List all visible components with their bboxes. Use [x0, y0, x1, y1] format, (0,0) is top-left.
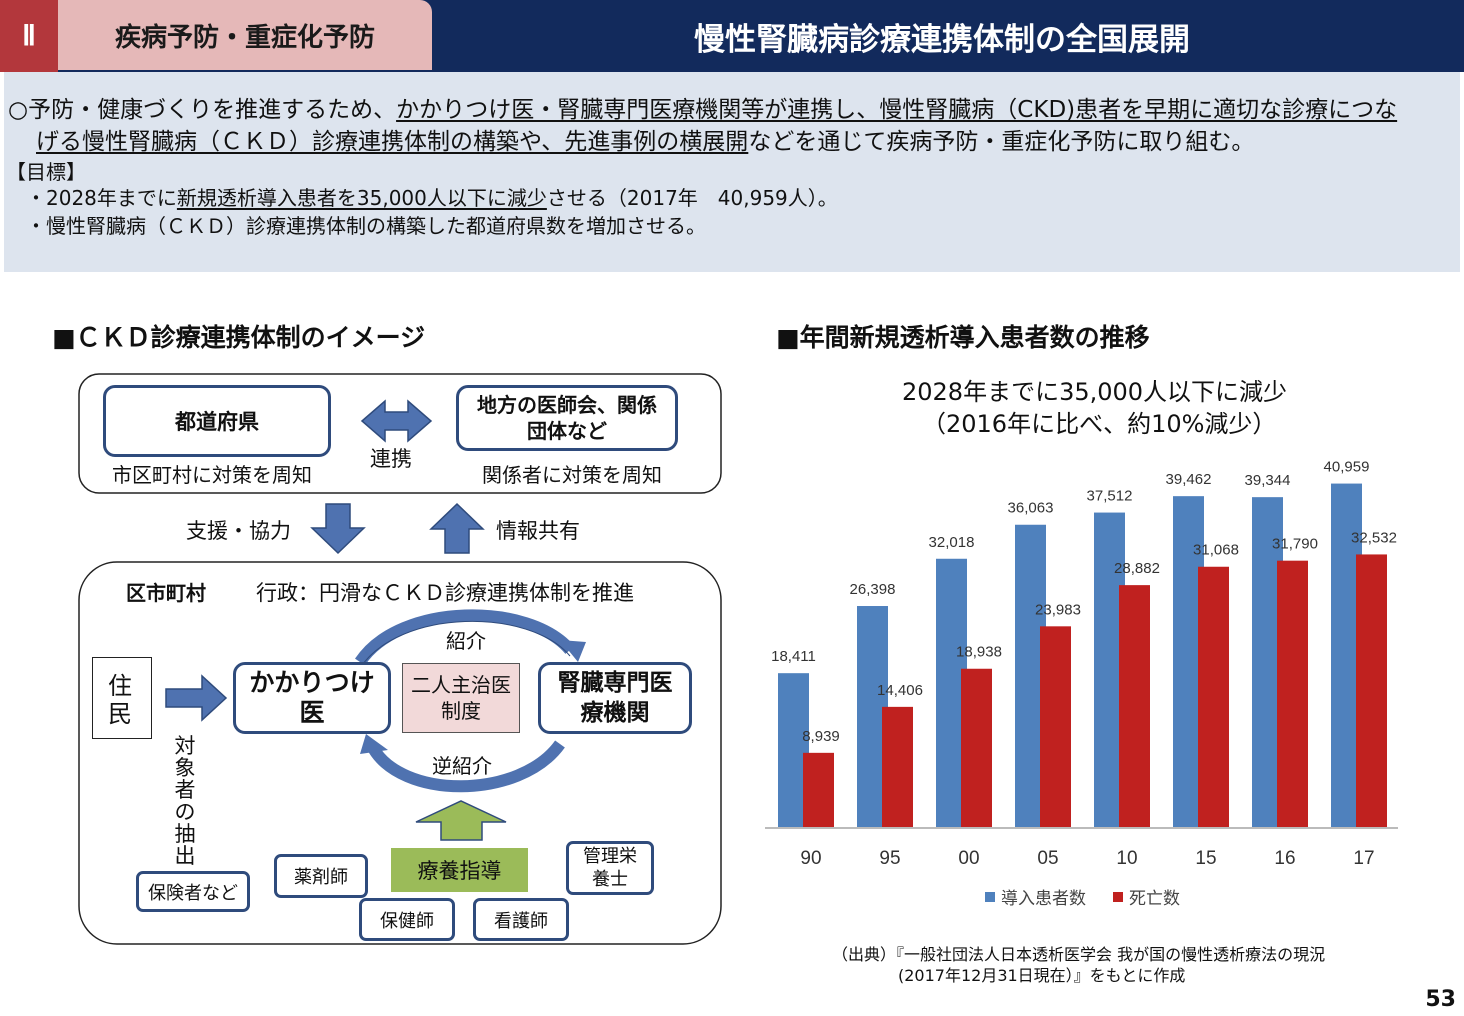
guidance-up-arrow-icon: [415, 800, 507, 841]
intro-line-1: ○予防・健康づくりを推進するため、かかりつけ医・腎臓専門医療機関等が連携し、慢性…: [8, 90, 1397, 124]
prefecture-note: 市区町村に対策を周知: [112, 463, 312, 487]
info-share-label: 情報共有: [496, 519, 580, 543]
section-number-badge: Ⅱ: [0, 0, 58, 72]
chart-subtitle-2: （2016年に比べ、約10%減少）: [922, 410, 1277, 438]
extraction-label: 対象者の抽出: [174, 734, 196, 868]
intro-line-2: げる慢性腎臓病（ＣＫＤ）診療連携体制の構築や、先進事例の横展開などを通じて疾病予…: [36, 122, 1254, 156]
x-tick-label: 10: [1116, 848, 1137, 869]
data-label-series1: 39,344: [1245, 472, 1291, 489]
guidance-box: 療養指導: [391, 848, 528, 892]
referral-arrowhead: [560, 640, 586, 662]
bar-series2-00: [961, 668, 992, 828]
x-tick-label: 05: [1037, 848, 1058, 869]
city-label: 区市町村: [126, 581, 206, 605]
double-arrow-icon: [360, 399, 433, 443]
up-arrow-icon: [429, 502, 485, 554]
intro-text: などを通じて疾病予防・重症化予防に取り組む。: [748, 129, 1255, 155]
chart-subtitle-1: 2028年までに35,000人以下に減少: [902, 378, 1288, 406]
goal-highlight: 新規透析導入患者を35,000人以下に減少: [176, 186, 547, 210]
data-label-series2: 32,532: [1351, 529, 1397, 546]
public-health-nurse-box: 保健師: [359, 898, 455, 941]
bar-series2-90: [803, 752, 834, 828]
resident-box: 住民: [92, 657, 152, 739]
medical-association-note: 関係者に対策を周知: [482, 463, 662, 487]
intro-bullet: ○: [8, 97, 29, 123]
x-tick-label: 00: [958, 848, 979, 869]
referral-curve: [355, 609, 575, 666]
resident-label: 住民: [108, 672, 132, 728]
down-arrow-icon: [310, 503, 366, 555]
page-title: 慢性腎臓病診療連携体制の全国展開: [694, 21, 1190, 58]
goal-heading: 【目標】: [6, 160, 86, 184]
source-line-1: （出典）『一般社団法人日本透析医学会 我が国の慢性透析療法の現況: [832, 945, 1326, 964]
reverse-referral-curve: [366, 740, 565, 793]
data-label-series2: 31,068: [1193, 542, 1239, 559]
data-label-series2: 23,983: [1035, 601, 1081, 618]
nurse-box: 看護師: [473, 898, 569, 941]
data-label-series2: 8,939: [802, 728, 840, 745]
bar-series2-05: [1040, 626, 1071, 828]
legend-swatch-series1: [985, 892, 995, 902]
support-label: 支援・協力: [186, 519, 291, 543]
section-label-tab: 疾病予防・重症化予防: [58, 0, 432, 70]
intro-text: 予防・健康づくりを推進するため、: [28, 97, 397, 123]
data-label-series2: 14,406: [877, 682, 923, 699]
right-arrow-icon: [165, 674, 228, 722]
source-line-2: (2017年12月31日現在）』をもとに作成: [898, 966, 1186, 985]
data-label-series2: 31,790: [1272, 536, 1318, 553]
legend-swatch-series2: [1113, 892, 1123, 902]
intro-highlight: かかりつけ医・腎臓専門医療機関等が連携し、慢性腎臓病（CKD)患者を早期に適切な…: [396, 97, 1398, 123]
prefecture-box: 都道府県: [103, 385, 331, 457]
insurer-box: 保険者など: [136, 871, 250, 912]
legend-label-series2: 死亡数: [1129, 889, 1180, 909]
data-label-series1: 26,398: [850, 581, 896, 598]
diagram-heading: ■ＣＫＤ診療連携体制のイメージ: [52, 323, 426, 352]
intro-highlight: げる慢性腎臓病（ＣＫＤ）診療連携体制の構築や、先進事例の横展開: [36, 129, 749, 155]
data-label-series1: 40,959: [1324, 459, 1370, 476]
city-description: 行政：円滑なＣＫＤ診療連携体制を推進: [256, 581, 634, 605]
x-tick-label: 17: [1353, 848, 1374, 869]
data-label-series1: 18,411: [771, 648, 816, 665]
city-outer-box: [78, 561, 722, 945]
dietitian-box: 管理栄養士: [566, 841, 654, 895]
data-label-series2: 18,938: [956, 644, 1002, 661]
reverse-referral-arrowhead: [360, 734, 388, 754]
data-label-series1: 39,462: [1166, 471, 1212, 488]
pharmacist-box: 薬剤師: [274, 854, 368, 898]
x-tick-label: 15: [1195, 848, 1216, 869]
goal-text: ・2028年までに: [26, 186, 177, 210]
data-label-series1: 37,512: [1087, 488, 1133, 505]
page-number: 53: [1425, 987, 1456, 1012]
bar-series2-15: [1198, 566, 1229, 828]
specialist-box: 腎臓専門医療機関: [538, 662, 692, 734]
bar-series2-16: [1277, 560, 1308, 828]
data-label-series1: 36,063: [1008, 500, 1054, 517]
legend-label-series1: 導入患者数: [1001, 889, 1086, 909]
reverse-referral-label: 逆紹介: [432, 754, 492, 778]
bar-series2-95: [882, 706, 913, 828]
data-label-series2: 28,882: [1114, 560, 1160, 577]
chart-heading: ■年間新規透析導入患者数の推移: [776, 323, 1150, 352]
x-tick-label: 90: [800, 848, 821, 869]
x-tick-label: 95: [879, 848, 900, 869]
data-label-series1: 32,018: [929, 534, 975, 551]
gp-box: かかりつけ医: [233, 662, 391, 734]
link-label: 連携: [370, 447, 412, 471]
referral-label: 紹介: [446, 629, 486, 653]
goal-text: させる（2017年 40,959人）。: [546, 186, 838, 210]
dual-physician-box: 二人主治医制度: [402, 663, 520, 733]
x-tick-label: 16: [1274, 848, 1295, 869]
goal-item-1: ・2028年までに新規透析導入患者を35,000人以下に減少させる（2017年 …: [26, 182, 838, 211]
bar-series2-17: [1356, 554, 1387, 828]
goal-item-2: ・慢性腎臓病（ＣＫＤ）診療連携体制の構築した都道府県数を増加させる。: [26, 214, 706, 238]
bar-series2-10: [1119, 585, 1150, 828]
medical-association-box: 地方の医師会、関係団体など: [456, 385, 678, 451]
intro-box: ○予防・健康づくりを推進するため、かかりつけ医・腎臓専門医療機関等が連携し、慢性…: [4, 72, 1460, 272]
